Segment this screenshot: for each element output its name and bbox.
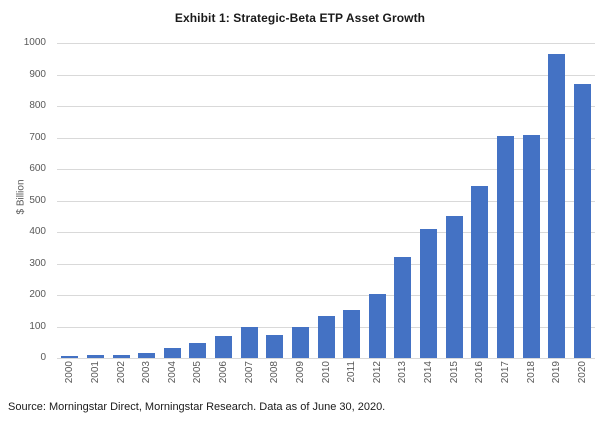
y-tick-label: 300 [29, 257, 46, 269]
x-tick-labels: 2000 2001 2002 2003 2004 2005 2006 2007 2008 2009… [57, 361, 595, 391]
bar [573, 83, 591, 358]
gridline [57, 358, 595, 359]
x-tick-label: 2016 [474, 361, 486, 384]
bar [445, 215, 463, 358]
bar [189, 342, 207, 358]
y-tick-label: 200 [29, 289, 46, 300]
gridline [57, 200, 595, 202]
gridline [57, 263, 595, 265]
y-tick-label: 500 [29, 194, 46, 206]
y-tick-label: 900 [29, 68, 46, 80]
bar [420, 229, 438, 358]
y-tick-label: 1000 [23, 37, 46, 48]
bar [138, 352, 156, 358]
x-tick-label: 2013 [397, 361, 409, 384]
y-tick-label: 700 [29, 131, 46, 143]
bar [343, 310, 361, 358]
x-tick-label: 2008 [269, 361, 281, 384]
bar [496, 135, 514, 358]
x-tick-label: 2004 [166, 361, 178, 384]
bar [317, 315, 335, 358]
x-tick-label: 2005 [192, 361, 204, 384]
x-tick-label: 2018 [525, 361, 537, 384]
gridline [57, 106, 595, 107]
bar [112, 354, 130, 358]
bars [57, 43, 595, 358]
x-tick-label: 2015 [448, 361, 460, 384]
bar [215, 335, 233, 358]
plot-area [57, 43, 595, 359]
gridline [57, 232, 595, 233]
gridline [57, 169, 595, 170]
bar [266, 334, 284, 358]
x-tick-label: 2000 [64, 361, 76, 384]
x-tick-label: 2003 [141, 361, 153, 384]
chart-title: Exhibit 1: Strategic-Beta ETP Asset Grow… [174, 11, 426, 25]
bar [291, 327, 309, 358]
y-tick-label: 400 [29, 226, 46, 237]
x-tick-label: 2006 [218, 361, 230, 384]
source-note: Source: Morningstar Direct, Morningstar … [8, 401, 386, 413]
bar [163, 348, 181, 358]
x-tick-label: 2010 [320, 361, 332, 384]
x-tick-label: 2020 [576, 361, 588, 384]
y-tick-label: 0 [40, 352, 46, 363]
x-tick-label: 2007 [243, 361, 255, 384]
bar [394, 256, 412, 358]
bar [471, 185, 489, 358]
x-tick-label: 2001 [89, 361, 101, 384]
y-tick-label: 800 [29, 100, 46, 111]
gridline [57, 295, 595, 296]
bar [368, 294, 386, 358]
x-tick-label: 2012 [371, 361, 383, 384]
bar [240, 326, 258, 358]
gridline [57, 43, 595, 44]
x-tick-label: 2002 [115, 361, 127, 384]
gridline [57, 137, 595, 139]
gridline [57, 74, 595, 76]
x-tick-label: 2009 [294, 361, 306, 384]
y-tick-labels: 0 100 200 300 400 500 600 700 800 900 1000 [0, 37, 46, 363]
x-tick-label: 2017 [499, 361, 511, 384]
x-tick-label: 2014 [423, 361, 435, 384]
x-tick-label: 2019 [551, 361, 563, 384]
bar [61, 356, 79, 358]
x-tick-label: 2011 [346, 361, 358, 383]
y-tick-label: 600 [29, 163, 46, 174]
bar [548, 54, 566, 358]
bar [522, 134, 540, 358]
y-tick-label: 100 [29, 320, 46, 332]
bar [86, 355, 104, 358]
